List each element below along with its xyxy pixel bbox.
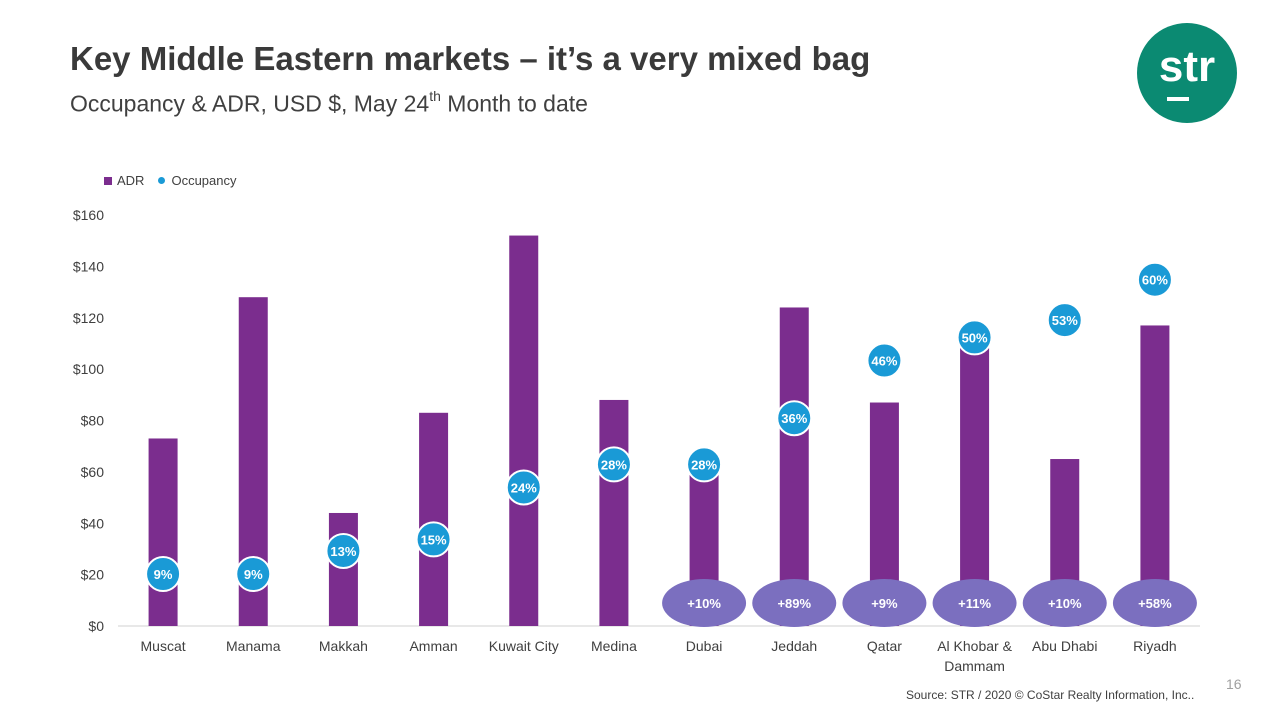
category-label: Dubai <box>686 638 723 654</box>
occupancy-dot <box>415 521 452 558</box>
occupancy-label: 46% <box>871 354 897 369</box>
adr-bar <box>419 412 449 626</box>
category-label: Al Khobar & <box>937 638 1012 654</box>
subtitle-main: Occupancy & ADR, USD $, May 24 <box>70 90 430 117</box>
category-label: Kuwait City <box>489 638 559 654</box>
adr-bar <box>960 333 990 626</box>
category-label: Manama <box>226 638 281 654</box>
occupancy-dot <box>866 342 903 379</box>
page-number: 16 <box>1226 676 1242 692</box>
occupancy-label: 60% <box>1142 273 1168 288</box>
occupancy-dot <box>686 446 723 483</box>
occupancy-label: 15% <box>421 532 447 547</box>
legend-swatch-adr <box>104 176 112 185</box>
change-ellipse <box>662 579 747 627</box>
occupancy-dot <box>595 446 632 483</box>
adr-bar <box>328 512 358 626</box>
slide-title: Key Middle Eastern markets – it’s a very… <box>70 40 871 77</box>
occupancy-dot <box>325 532 362 569</box>
subtitle-superscript: th <box>429 88 441 104</box>
occupancy-dot <box>235 556 272 593</box>
adr-bar <box>599 399 629 626</box>
adr-bar <box>1140 325 1170 626</box>
slide-subtitle: Occupancy & ADR, USD $, May 24th Month t… <box>70 88 588 118</box>
occupancy-label: 36% <box>781 411 807 426</box>
occupancy-label: 53% <box>1052 313 1078 328</box>
category-label: Dammam <box>944 658 1005 674</box>
occupancy-dot <box>776 400 813 437</box>
logo-text: str <box>1158 42 1216 91</box>
legend-item-adr: ADR <box>104 173 144 188</box>
y-tick-label: $140 <box>73 258 104 274</box>
category-label: Medina <box>591 638 637 654</box>
category-label: Makkah <box>319 638 368 654</box>
occupancy-dot <box>505 469 542 506</box>
category-label: Abu Dhabi <box>1032 638 1097 654</box>
legend-swatch-occupancy <box>158 177 166 184</box>
category-label: Jeddah <box>771 638 817 654</box>
category-label: Muscat <box>141 638 186 654</box>
occupancy-dot <box>145 556 182 593</box>
str-logo: str <box>1137 23 1237 123</box>
change-ellipse <box>1112 579 1197 627</box>
adr-bar <box>779 307 809 626</box>
category-label: Amman <box>409 638 457 654</box>
change-ellipse <box>1022 579 1107 627</box>
adr-bar <box>509 235 539 627</box>
occupancy-dot <box>956 319 993 356</box>
y-tick-label: $0 <box>88 618 104 634</box>
category-label: Qatar <box>867 638 902 654</box>
legend-item-occupancy: Occupancy <box>158 173 237 188</box>
change-label: +10% <box>687 596 721 611</box>
occupancy-label: 50% <box>962 330 988 345</box>
change-label: +11% <box>958 596 991 611</box>
y-tick-label: $60 <box>81 464 105 480</box>
y-tick-label: $40 <box>81 515 105 531</box>
occupancy-label: 28% <box>691 457 717 472</box>
y-tick-label: $160 <box>73 207 104 223</box>
occupancy-label: 13% <box>330 544 356 559</box>
occupancy-dot <box>1136 261 1173 298</box>
occupancy-label: 24% <box>511 480 537 495</box>
source-note: Source: STR / 2020 © CoStar Realty Infor… <box>906 688 1195 702</box>
occupancy-dot <box>1046 302 1083 339</box>
change-label: +58% <box>1138 596 1172 611</box>
change-label: +10% <box>1048 596 1082 611</box>
y-tick-label: $120 <box>73 310 104 326</box>
change-ellipse <box>842 579 927 627</box>
chart-legend: ADR Occupancy <box>104 173 251 188</box>
legend-label-occupancy: Occupancy <box>171 173 237 188</box>
y-tick-label: $20 <box>81 567 105 583</box>
change-ellipse <box>752 579 837 627</box>
subtitle-tail: Month to date <box>440 90 588 117</box>
occupancy-label: 9% <box>244 567 263 582</box>
y-tick-label: $80 <box>81 413 105 429</box>
change-ellipse <box>932 579 1017 627</box>
occupancy-label: 28% <box>601 457 627 472</box>
change-label: +9% <box>871 596 898 611</box>
occupancy-label: 9% <box>154 567 173 582</box>
adr-bar <box>148 438 178 626</box>
change-label: +89% <box>777 596 811 611</box>
logo-underline <box>1167 97 1189 101</box>
legend-label-adr: ADR <box>117 173 145 188</box>
y-tick-label: $100 <box>73 361 104 377</box>
category-label: Riyadh <box>1133 638 1177 654</box>
